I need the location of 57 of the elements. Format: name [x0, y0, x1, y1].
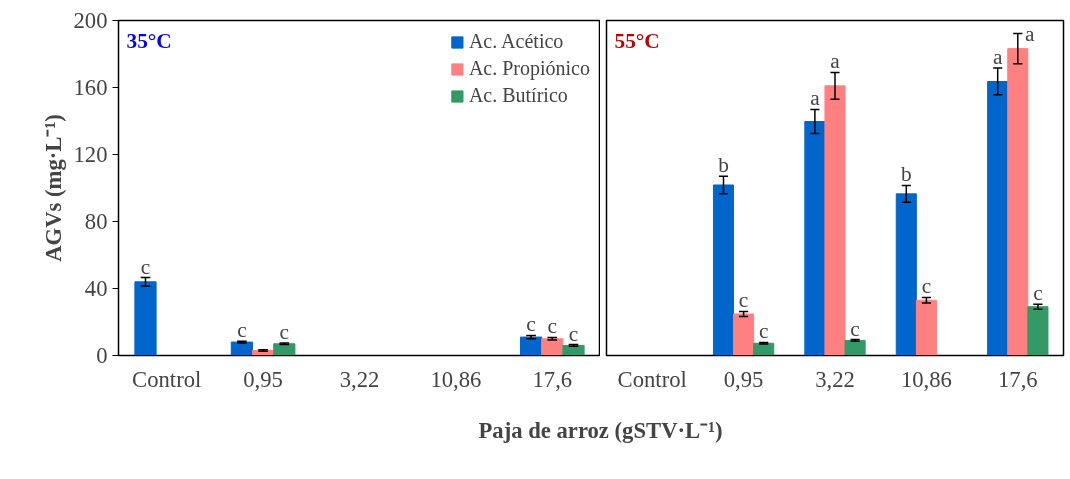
y-tick-label: 80 [84, 209, 108, 234]
data-label: c [1033, 281, 1043, 306]
x-tick-label: 3,22 [339, 366, 380, 392]
y-tick-label: 0 [96, 343, 108, 368]
legend-label: Ac. Acético [468, 30, 564, 53]
x-tick-label: Control [132, 366, 202, 392]
bar [1027, 306, 1049, 356]
bar [562, 344, 585, 356]
data-label: b [900, 162, 912, 187]
data-label: a [810, 86, 821, 111]
x-tick-label: 0,95 [723, 366, 764, 392]
bar [844, 339, 866, 356]
data-label: c [279, 319, 290, 344]
data-label: c [758, 319, 769, 344]
y-tick-label: 40 [84, 276, 108, 301]
x-tick-label: 17,6 [997, 366, 1038, 392]
x-tick-label: 3,22 [815, 366, 855, 392]
data-label: c [547, 314, 558, 339]
chart-title: 35°C [126, 28, 172, 53]
bar [753, 342, 775, 356]
data-label: a [992, 45, 1003, 70]
x-tick-label: 10,86 [430, 366, 482, 392]
bar [273, 343, 296, 356]
bar [712, 184, 735, 356]
data-label: c [738, 288, 749, 313]
y-tick-label: 120 [73, 142, 108, 167]
bar [1007, 48, 1029, 356]
x-tick-label: Control [617, 366, 687, 392]
x-axis-title: Paja de arroz (gSTV·L⁻¹) [478, 418, 723, 443]
data-label: c [237, 318, 247, 343]
data-label: c [568, 321, 579, 346]
bar [541, 338, 564, 356]
y-axis-title: AGVs (mg·L⁻¹) [40, 114, 66, 262]
data-label: a [1025, 21, 1036, 46]
chart-title: 55°C [614, 28, 660, 53]
bar [804, 121, 826, 356]
bar [134, 281, 157, 356]
bar [230, 341, 253, 356]
bar [915, 299, 937, 356]
bar [519, 336, 543, 356]
legend-label: Ac. Butírico [468, 84, 568, 107]
data-label: a [830, 49, 841, 74]
x-tick-label: 10,86 [900, 366, 952, 392]
data-label: c [921, 274, 932, 299]
data-label: c [850, 316, 860, 341]
x-tick-label: 17,6 [532, 366, 573, 392]
y-tick-label: 160 [73, 75, 108, 100]
bar [824, 85, 846, 356]
bar [895, 193, 917, 356]
y-tick-label: 200 [73, 8, 108, 33]
data-label: b [718, 153, 729, 178]
data-label: c [526, 312, 536, 337]
data-label: c [140, 254, 151, 279]
x-tick-label: 0,95 [243, 366, 283, 392]
legend-label: Ac. Propiónico [468, 57, 590, 80]
bar [987, 80, 1009, 356]
bar [733, 313, 755, 356]
